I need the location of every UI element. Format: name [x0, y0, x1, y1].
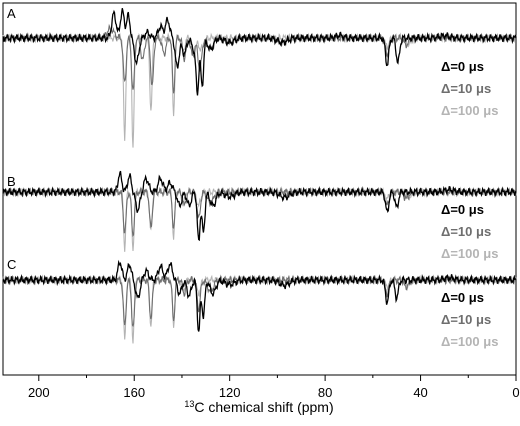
panel-labels: A B C [7, 6, 16, 272]
x-axis-title: 13C chemical shift (ppm) [184, 399, 333, 415]
spectrum-trace-b-delta0 [2, 170, 517, 242]
spectrum-trace-b-delta100 [2, 186, 517, 252]
panel-label-b: B [7, 174, 16, 189]
legend-entry-c-delta10: Δ=10 μs [441, 312, 491, 327]
panel-label-c: C [7, 257, 16, 272]
legend-entry-a-delta0: Δ=0 μs [441, 59, 484, 74]
legends: Δ=0 μs Δ=10 μs Δ=100 μs Δ=0 μs Δ=10 μs Δ=100 … [441, 59, 498, 349]
legend-entry-b-delta100: Δ=100 μs [441, 246, 498, 261]
x-tick-label: 40 [413, 385, 427, 400]
spectrum-trace-a-delta0 [2, 8, 517, 96]
x-axis-title-superscript: 13 [184, 399, 194, 409]
spectrum-trace-c-delta100 [2, 274, 517, 344]
spectra-traces [2, 8, 517, 344]
legend-entry-a-delta100: Δ=100 μs [441, 103, 498, 118]
spectrum-trace-c-delta0 [2, 259, 517, 332]
spectrum-trace-a-delta100 [2, 32, 517, 148]
legend-entry-c-delta0: Δ=0 μs [441, 290, 484, 305]
x-tick-label: 0 [512, 385, 519, 400]
legend-entry-b-delta0: Δ=0 μs [441, 202, 484, 217]
legend-entry-a-delta10: Δ=10 μs [441, 81, 491, 96]
x-axis: 200 160 120 80 40 0 [28, 375, 520, 400]
x-tick-label: 200 [28, 385, 50, 400]
x-tick-label: 80 [318, 385, 332, 400]
x-tick-label: 120 [219, 385, 241, 400]
legend-entry-c-delta100: Δ=100 μs [441, 334, 498, 349]
legend-entry-b-delta10: Δ=10 μs [441, 224, 491, 239]
x-axis-title-text: C chemical shift (ppm) [194, 399, 333, 415]
plot-frame [2, 2, 517, 376]
spectrum-trace-c-delta10 [2, 274, 517, 328]
x-tick-label: 160 [123, 385, 145, 400]
panel-label-a: A [7, 6, 16, 21]
